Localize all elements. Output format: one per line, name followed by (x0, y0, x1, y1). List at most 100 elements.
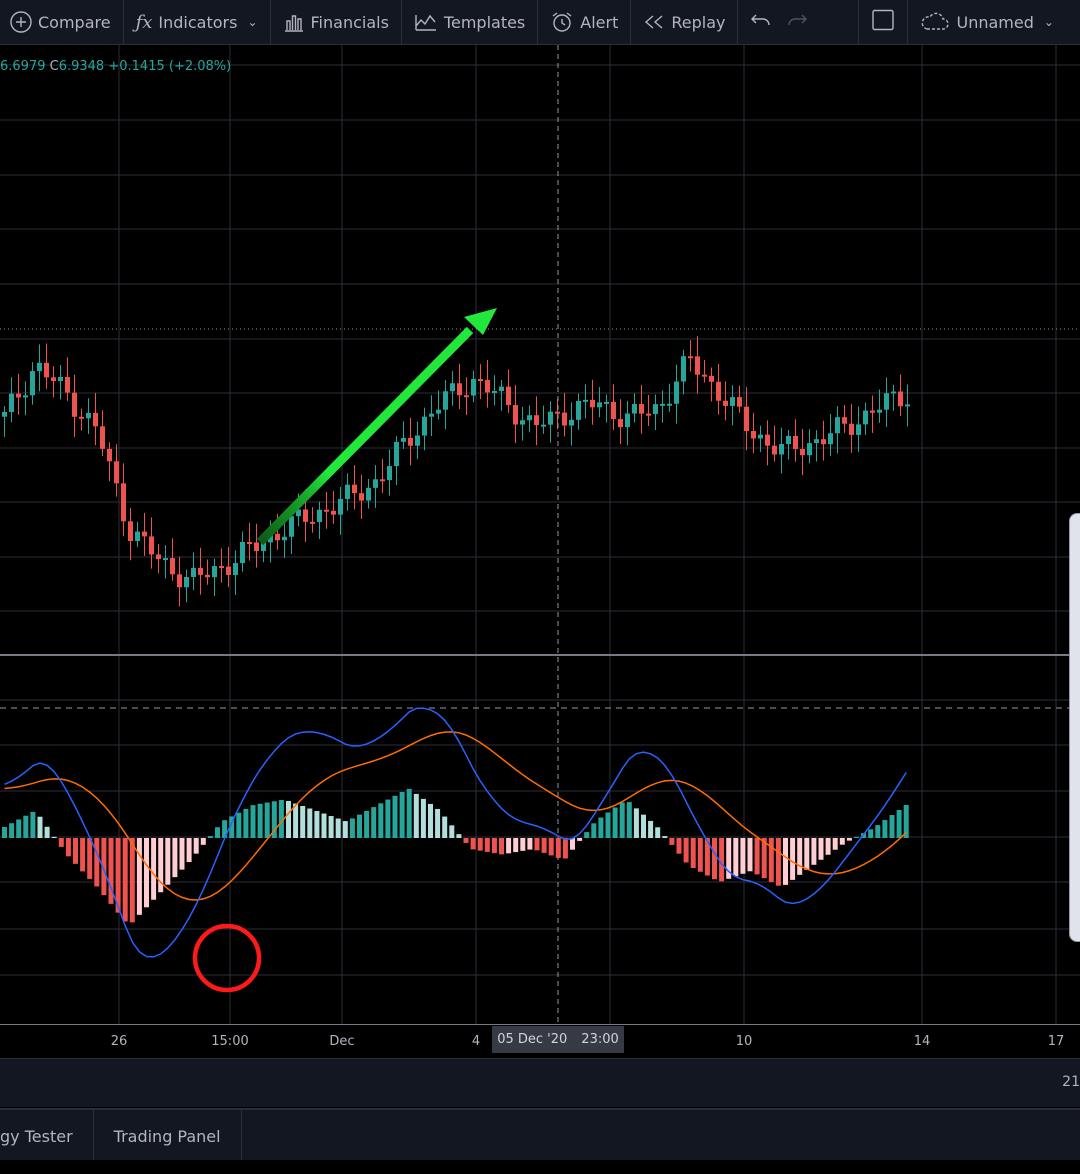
histogram-bar (300, 805, 306, 838)
candle-body (639, 404, 644, 414)
candle-body (317, 509, 322, 522)
tab-trading-panel[interactable]: Trading Panel (94, 1110, 242, 1162)
candle-body (744, 406, 749, 432)
replay-button[interactable]: Replay (631, 0, 737, 44)
macd-line (4, 707, 907, 958)
templates-button[interactable]: Templates (402, 0, 537, 44)
candle-body (170, 558, 175, 575)
histogram-bar (428, 803, 433, 838)
candle-body (100, 426, 105, 449)
alert-label: Alert (580, 12, 619, 32)
histogram-bar (215, 827, 220, 838)
candle-body (723, 400, 728, 406)
histogram-bar (23, 815, 29, 838)
histogram-bar (193, 838, 199, 854)
candle-body (555, 411, 560, 414)
crosshair-time-label: 05 Dec '20 23:00 (492, 1026, 624, 1053)
histogram-bar (314, 811, 320, 838)
candle-body (786, 435, 791, 445)
histogram-bar (704, 838, 710, 876)
histogram-bar (80, 838, 86, 872)
histogram-bar (591, 823, 597, 838)
status-strip: 21 (0, 1058, 1080, 1107)
bar-chart-icon (283, 12, 305, 32)
histogram-bar (761, 838, 767, 879)
candle-body (450, 383, 455, 392)
histogram-bar (413, 793, 419, 838)
tab-strategy-tester[interactable]: gy Tester (0, 1110, 94, 1162)
candle-body (863, 410, 868, 425)
candle-body (380, 479, 385, 482)
compare-button[interactable]: Compare (0, 0, 123, 44)
histogram-bar (136, 838, 142, 915)
redo-button[interactable] (780, 0, 822, 44)
histogram-bar (747, 838, 753, 872)
candle-body (828, 433, 833, 445)
candle-body (870, 410, 875, 413)
histogram-bar (129, 838, 135, 923)
time-tick: 10 (735, 1034, 753, 1049)
undo-icon (750, 12, 772, 32)
candle-body (702, 374, 707, 377)
histogram-bar (65, 838, 71, 857)
toolbar-divider (907, 0, 909, 44)
histogram-bar (399, 792, 405, 838)
bottom-edge (0, 1160, 1080, 1174)
layout-menu-button[interactable]: Unnamed ⌄ (908, 0, 1065, 44)
fullscreen-button[interactable] (859, 0, 907, 44)
alert-button[interactable]: Alert (538, 0, 630, 44)
candle-body (653, 404, 658, 415)
candle-body (268, 533, 273, 543)
candle-body (534, 415, 539, 426)
financials-button[interactable]: Financials (271, 0, 401, 44)
prev-value: 6.6979 (0, 59, 46, 74)
chevron-down-icon[interactable]: ⌄ (247, 15, 258, 29)
chart-canvas[interactable] (0, 45, 1080, 1057)
histogram-bar (250, 805, 256, 838)
histogram-bar (790, 838, 796, 880)
candle-body (513, 405, 518, 425)
compare-label: Compare (38, 12, 111, 32)
candle-body (373, 479, 378, 488)
candle-body (128, 521, 133, 542)
histogram-bar (392, 795, 398, 838)
candle-body (310, 521, 315, 524)
candle-body (695, 356, 700, 375)
candle-body (303, 509, 308, 522)
histogram-bar (51, 836, 57, 838)
histogram-bar (882, 820, 888, 838)
histogram-bar (605, 812, 611, 838)
histogram-bar (570, 838, 575, 850)
chevron-down-icon[interactable]: ⌄ (1043, 15, 1054, 29)
candle-body (37, 362, 42, 372)
histogram-bar (562, 838, 568, 859)
indicators-button[interactable]: ƒx Indicators ⌄ (124, 0, 270, 44)
chart-area[interactable]: 6.6979 C6.9348 +0.1415 (+2.08%) (0, 45, 1080, 1057)
candle-body (618, 419, 623, 428)
histogram-bar (44, 826, 50, 838)
candle-body (345, 484, 350, 499)
histogram-bar (577, 838, 583, 841)
histogram-bar (903, 805, 909, 838)
candle-body (107, 448, 112, 462)
histogram-bar (236, 812, 242, 838)
time-tick: Dec (329, 1034, 355, 1049)
candle-body (856, 424, 861, 435)
candle-body (443, 391, 448, 410)
undo-button[interactable] (738, 0, 780, 44)
candle-body (135, 531, 140, 542)
candle-body (457, 383, 462, 396)
side-panel-handle[interactable] (1069, 513, 1080, 942)
candle-body (520, 420, 525, 425)
candle-body (289, 516, 294, 537)
candle-body (877, 409, 882, 413)
histogram-bar (839, 838, 845, 845)
histogram-bar (555, 838, 561, 858)
toolbar-divider (122, 0, 124, 44)
histogram-bar (470, 838, 476, 850)
candle-body (9, 393, 14, 412)
histogram-bar (825, 838, 831, 855)
histogram-bar (854, 836, 859, 838)
histogram-bar (811, 838, 817, 865)
histogram-bar (889, 815, 895, 838)
